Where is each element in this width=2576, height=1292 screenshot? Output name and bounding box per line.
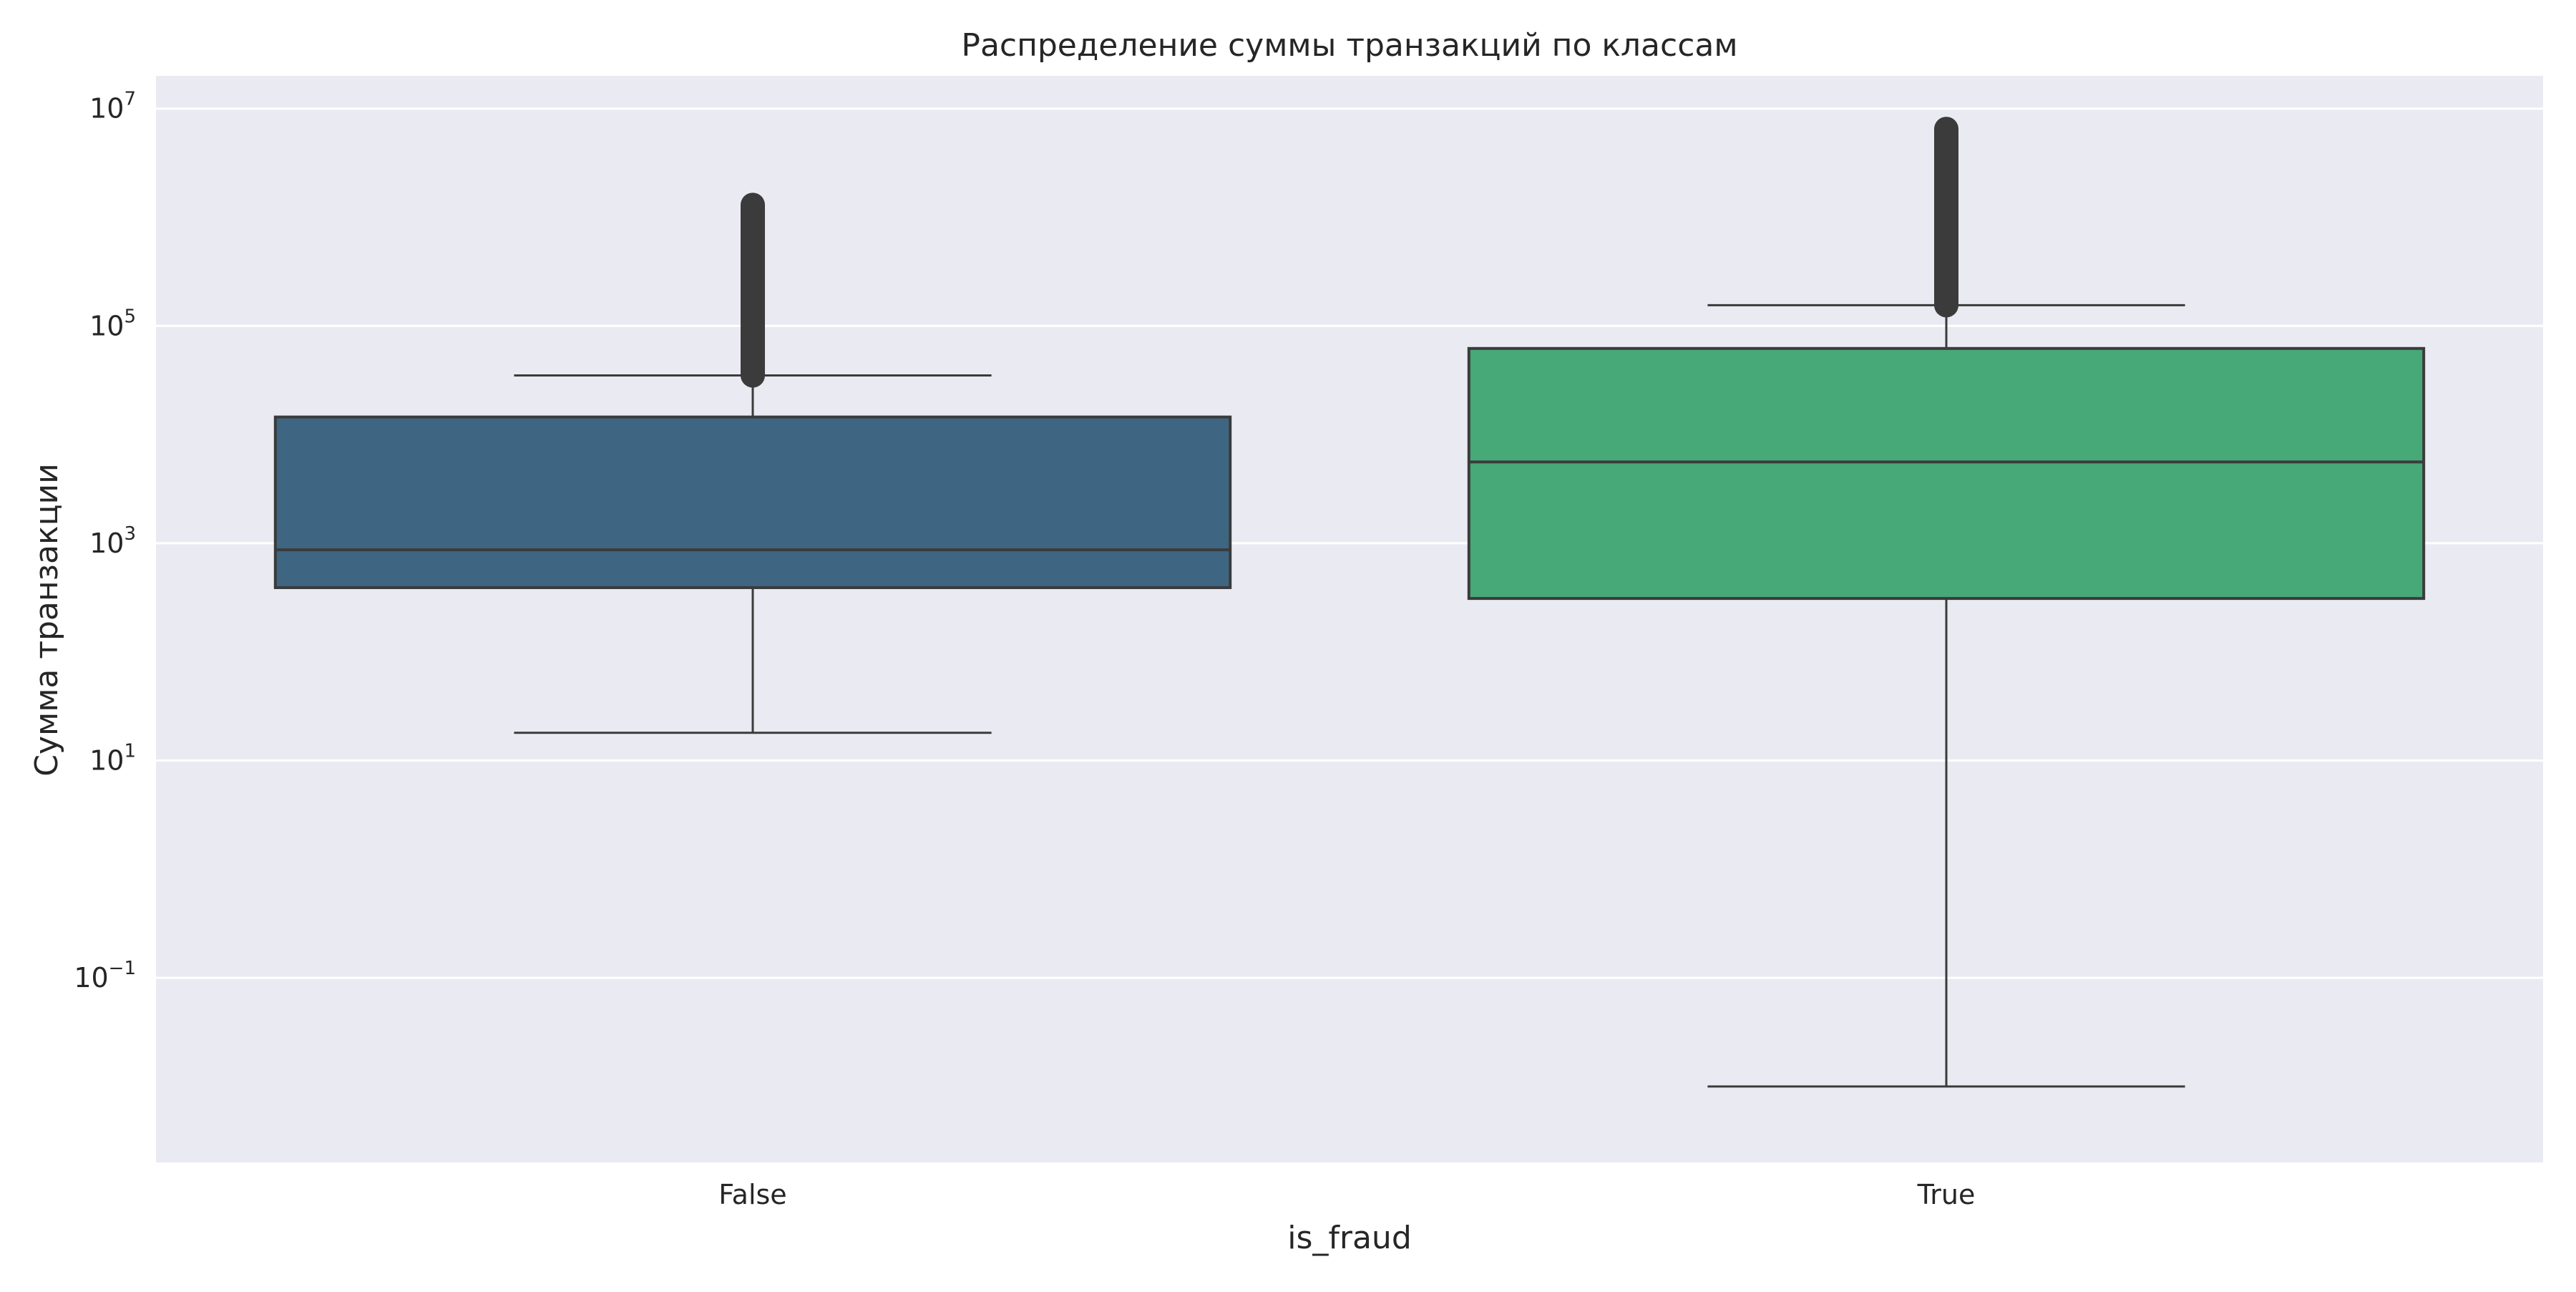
y-tick-labels: 10−1 101 103 105 107 [74, 89, 136, 994]
chart-title: Распределение суммы транзакций по класса… [961, 27, 1737, 64]
plot-area [156, 76, 2543, 1162]
y-tick-label: 105 [89, 306, 136, 341]
y-axis-label: Сумма транзакции [29, 463, 65, 776]
x-tick-label: True [1917, 1179, 1976, 1210]
x-tick-label: False [718, 1179, 786, 1210]
box-iqr [273, 415, 1232, 589]
y-tick-label: 107 [89, 89, 136, 125]
boxes [273, 117, 2426, 1088]
y-tick-label: 101 [89, 740, 136, 776]
y-tick-label: 103 [89, 523, 136, 559]
x-axis-label: is_fraud [1287, 1220, 1412, 1256]
box-iqr [1467, 346, 2426, 601]
x-tick-labels: False True [718, 1179, 1975, 1210]
y-tick-label: 10−1 [74, 958, 136, 994]
